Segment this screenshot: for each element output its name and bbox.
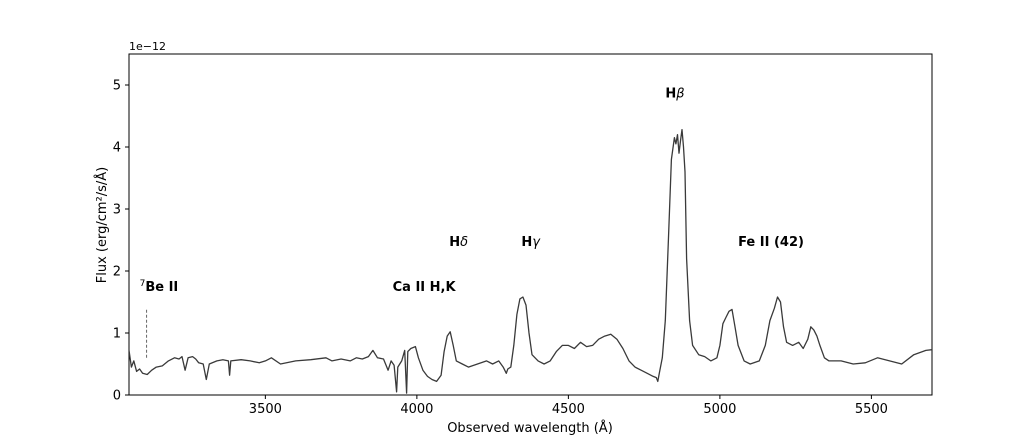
y-tick-label: 4 bbox=[113, 141, 121, 156]
y-tick-label: 1 bbox=[113, 327, 121, 342]
line-annotation: Fe II (42) bbox=[738, 235, 804, 250]
spectrum-line bbox=[129, 128, 932, 394]
line-annotation: Hβ bbox=[665, 86, 684, 101]
line-annotations: 7Be II Ca II H,K Hδ Hγ Hβ Fe II (42) bbox=[140, 86, 804, 294]
x-tick-label: 4000 bbox=[400, 402, 433, 417]
plot-frame bbox=[128, 53, 933, 396]
y-tick-label: 0 bbox=[113, 389, 121, 404]
y-tick-label: 2 bbox=[113, 265, 121, 280]
line-annotation: 7Be II bbox=[140, 279, 179, 295]
x-tick-label: 5500 bbox=[855, 402, 888, 417]
x-tick-label: 5000 bbox=[703, 402, 736, 417]
y-axis-label: Flux (erg/cm²/s/Å) bbox=[94, 167, 110, 284]
x-axis-label: Observed wavelength (Å) bbox=[447, 420, 613, 436]
y-offset-label: 1e−12 bbox=[129, 40, 166, 53]
y-tick-label: 5 bbox=[113, 79, 121, 94]
spectrum-series bbox=[129, 128, 932, 394]
line-annotation: Hγ bbox=[521, 235, 541, 250]
axes: 3500 4000 4500 5000 5500 0 1 2 3 4 5 bbox=[113, 53, 933, 417]
line-annotation: Hδ bbox=[449, 235, 468, 250]
y-tick-label: 3 bbox=[113, 203, 121, 218]
x-tick-label: 3500 bbox=[249, 402, 282, 417]
line-annotation: Ca II H,K bbox=[393, 280, 457, 295]
x-tick-label: 4500 bbox=[552, 402, 585, 417]
axis-labels: Observed wavelength (Å) Flux (erg/cm²/s/… bbox=[94, 40, 613, 436]
